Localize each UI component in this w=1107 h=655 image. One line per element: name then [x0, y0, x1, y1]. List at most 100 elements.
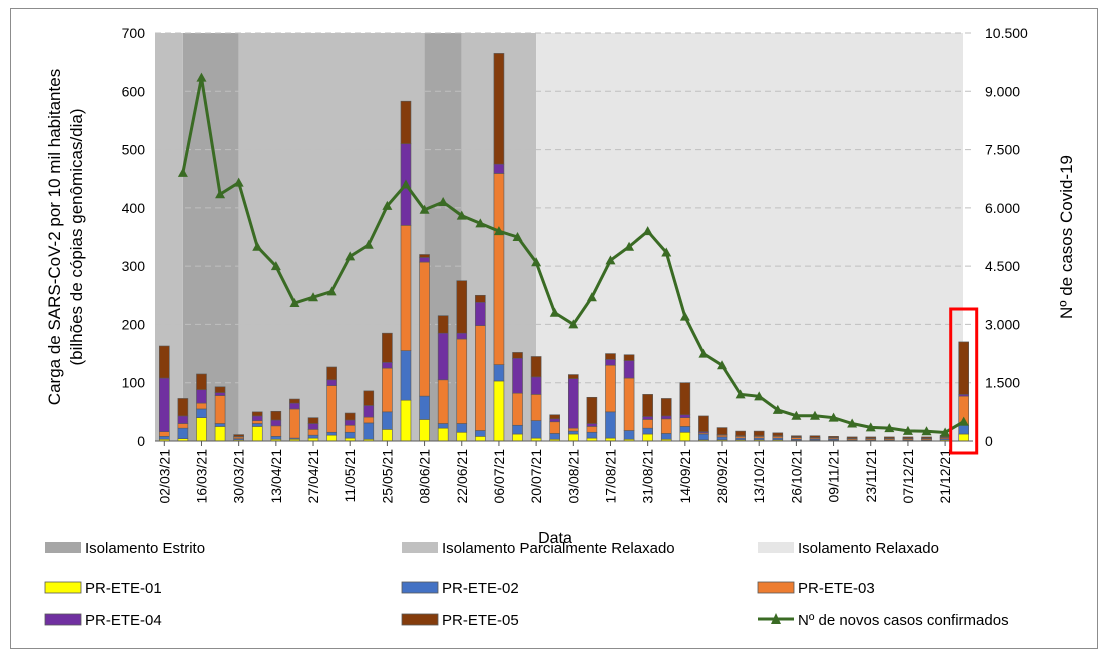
bar-PR-ETE-02 — [344, 431, 356, 439]
bar-PR-ETE-02 — [679, 426, 691, 433]
bar-PR-ETE-04 — [493, 163, 505, 174]
cases-line — [177, 72, 969, 437]
cases-marker — [326, 286, 337, 296]
y2-axis-label: Nº de casos Covid-19 — [1057, 155, 1076, 319]
cases-marker — [252, 241, 263, 251]
highlight-box — [949, 307, 979, 455]
bar-PR-ETE-03 — [493, 173, 505, 365]
x-tick-label: 17/08/21 — [602, 449, 618, 504]
y-tick-label: 700 — [122, 25, 146, 41]
bar-PR-ETE-01 — [437, 427, 449, 442]
y2-tick-label: 1.500 — [985, 375, 1020, 391]
cases-marker — [531, 257, 542, 267]
y-tick-label: 600 — [122, 83, 146, 99]
bar-PR-ETE-02 — [326, 431, 337, 436]
cases-marker — [493, 226, 504, 236]
bar-PR-ETE-02 — [382, 411, 393, 430]
bar-PR-ETE-03 — [307, 429, 319, 436]
bar-PR-ETE-05 — [251, 411, 263, 417]
cases-marker — [289, 298, 300, 308]
bar-PR-ETE-05 — [753, 430, 765, 437]
y2-tick-label: 0 — [985, 433, 993, 449]
bar-PR-ETE-03 — [679, 417, 691, 427]
bar-PR-ETE-04 — [475, 301, 486, 326]
x-tick-label: 07/12/21 — [900, 449, 916, 504]
bar-PR-ETE-02 — [512, 424, 523, 435]
cases-marker — [865, 422, 876, 432]
cases-marker — [809, 410, 820, 420]
y-tick-label: 400 — [122, 200, 146, 216]
bar-PR-ETE-05 — [233, 434, 244, 437]
cases-marker — [456, 210, 467, 220]
cases-marker — [828, 412, 839, 422]
legend-swatch-PR-ETE-02 — [401, 581, 439, 594]
cases-marker — [754, 391, 765, 401]
gridlines — [155, 32, 973, 384]
legend-label: Nº de novos casos confirmados — [798, 612, 1009, 629]
cases-marker — [884, 423, 895, 433]
bar-PR-ETE-02 — [158, 436, 170, 440]
cases-marker — [642, 226, 653, 236]
bar-PR-ETE-05 — [419, 254, 430, 258]
bar-PR-ETE-05 — [735, 430, 746, 437]
bar-PR-ETE-04 — [530, 376, 542, 395]
bar-PR-ETE-03 — [623, 377, 635, 431]
cases-marker — [568, 319, 579, 329]
bar-PR-ETE-03 — [437, 379, 449, 424]
cases-marker — [735, 389, 746, 399]
bar-PR-ETE-04 — [549, 418, 561, 423]
bar-PR-ETE-04 — [623, 360, 635, 379]
shading-band-2-0 — [536, 33, 963, 441]
bar-PR-ETE-02 — [400, 350, 412, 401]
cases-marker — [605, 255, 616, 265]
x-tick-label: 28/09/21 — [714, 449, 730, 504]
bar-PR-ETE-03 — [530, 394, 542, 421]
bar-PR-ETE-05 — [605, 353, 616, 360]
legend-line-marker — [771, 613, 781, 624]
highlight-rect — [949, 307, 979, 455]
bar-PR-ETE-03 — [419, 261, 430, 397]
cases-marker — [940, 427, 951, 437]
bar-PR-ETE-04 — [605, 359, 616, 366]
bar-PR-ETE-01 — [196, 417, 207, 442]
bar-PR-ETE-02 — [567, 430, 579, 435]
bar-PR-ETE-05 — [902, 436, 914, 439]
y-tick-label: 100 — [122, 375, 146, 391]
cases-marker — [419, 204, 430, 214]
bar-PR-ETE-05 — [400, 100, 412, 145]
y2-tick-label: 9.000 — [985, 83, 1020, 99]
legend-swatch-PR-ETE-04 — [44, 613, 82, 626]
bar-PR-ETE-05 — [196, 373, 207, 391]
bar-PR-ETE-04 — [437, 332, 449, 381]
bar-PR-ETE-02 — [605, 411, 616, 439]
y2-tick-label: 6.000 — [985, 200, 1020, 216]
bar-PR-ETE-05 — [270, 410, 282, 421]
x-tick-label: 13/10/21 — [751, 449, 767, 504]
bar-PR-ETE-04 — [214, 392, 226, 396]
cases-marker — [698, 348, 709, 358]
cases-marker — [345, 251, 356, 261]
bar-PR-ETE-02 — [958, 424, 970, 435]
bar-PR-ETE-02 — [549, 433, 561, 440]
bar-PR-ETE-04 — [567, 378, 579, 429]
x-tick-label: 25/05/21 — [379, 449, 395, 504]
x-tick-label: 13/04/21 — [268, 449, 284, 504]
x-tick-label: 16/03/21 — [193, 449, 209, 504]
bar-PR-ETE-02 — [642, 427, 653, 435]
bar-PR-ETE-05 — [363, 390, 375, 406]
bar-PR-ETE-02 — [307, 434, 319, 439]
bar-PR-ETE-05 — [623, 354, 635, 361]
stacked-bars — [158, 53, 970, 442]
bar-PR-ETE-05 — [289, 398, 300, 404]
bar-PR-ETE-05 — [382, 332, 393, 363]
bar-PR-ETE-03 — [400, 225, 412, 351]
bar-PR-ETE-05 — [307, 417, 319, 424]
legend: Isolamento Estrito Isolamento Parcialment… — [44, 540, 1009, 629]
x-tick-label: 06/07/21 — [491, 449, 507, 504]
bar-PR-ETE-04 — [642, 416, 653, 420]
cases-marker — [549, 307, 560, 317]
bar-PR-ETE-04 — [158, 377, 170, 432]
cases-marker — [958, 416, 969, 426]
cases-marker — [717, 360, 728, 370]
bar-PR-ETE-04 — [363, 405, 375, 418]
